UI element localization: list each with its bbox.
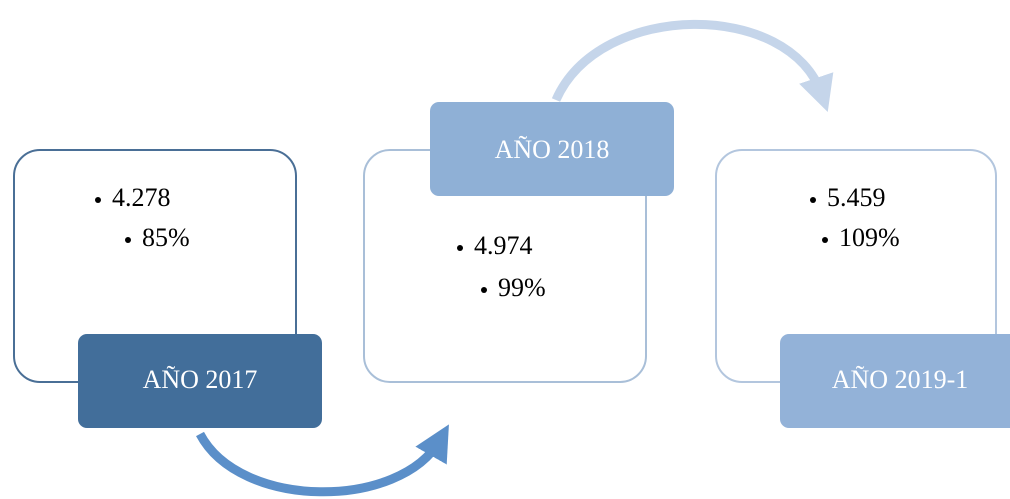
item: 109%	[839, 223, 900, 252]
item: 5.459	[827, 183, 886, 212]
item: 99%	[498, 273, 546, 302]
year-label-box	[430, 102, 674, 196]
year-label: AÑO 2018	[495, 135, 610, 164]
bullet	[125, 237, 131, 243]
bullet	[810, 197, 816, 203]
year-label-box	[780, 334, 1010, 428]
item: 85%	[142, 223, 190, 252]
bullet	[481, 287, 487, 293]
item: 4.278	[112, 183, 171, 212]
arrow	[551, 19, 834, 113]
year-label: AÑO 2017	[143, 365, 258, 394]
year-label-box	[78, 334, 322, 428]
bullet	[457, 245, 463, 251]
bullet	[95, 197, 101, 203]
arrow	[196, 424, 449, 497]
bullet	[822, 237, 828, 243]
item: 4.974	[474, 231, 533, 260]
year-label: AÑO 2019-1	[832, 365, 969, 394]
